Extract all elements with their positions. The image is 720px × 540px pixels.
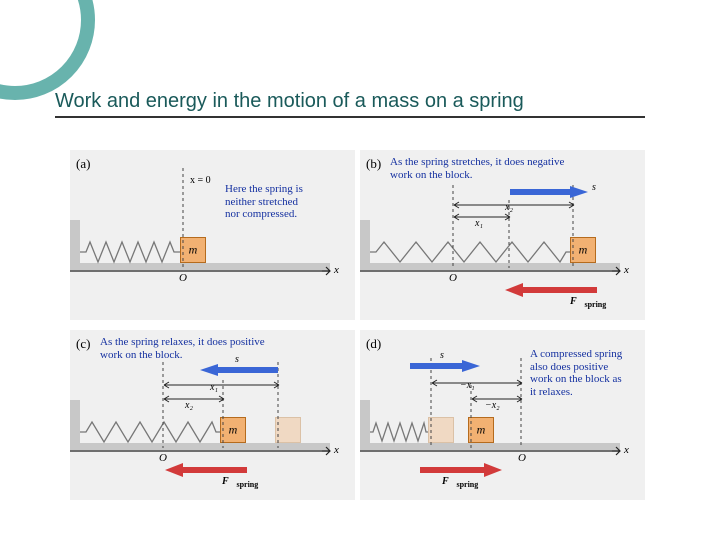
slide-title: Work and energy in the motion of a mass … — [55, 90, 524, 113]
origin-label: O — [449, 272, 457, 284]
panel-b: (b) As the spring stretches, it does neg… — [360, 150, 645, 320]
spring-icon — [80, 420, 220, 443]
panel-d: (d) A compressed spring also does positi… — [360, 330, 645, 500]
dash-line — [182, 168, 184, 268]
s-arrow-icon — [410, 360, 480, 372]
surface — [360, 443, 620, 450]
dash-line — [162, 362, 164, 448]
f-label: F⃗spring — [222, 476, 258, 489]
panel-label: (d) — [366, 336, 381, 352]
dim-x1 — [164, 380, 279, 390]
s-label: s⃗ — [235, 354, 247, 365]
x0-label: x = 0 — [190, 175, 211, 186]
x2-label: x₂ — [185, 400, 193, 411]
origin-label: O — [518, 452, 526, 464]
origin-label: O — [179, 272, 187, 284]
axis-arrow-icon — [322, 266, 334, 276]
x2-label: −x₂ — [485, 400, 500, 411]
dash-line — [222, 380, 224, 448]
x-axis — [360, 270, 620, 272]
panel-a: (a) m x = 0 O x Here the spring is neith… — [70, 150, 355, 320]
spring-icon — [80, 240, 180, 263]
panel-label: (b) — [366, 156, 381, 172]
surface — [360, 263, 620, 270]
spring-icon — [370, 240, 570, 263]
f-arrow-icon — [420, 463, 502, 477]
f-arrow-icon — [505, 283, 597, 297]
dim-x2 — [454, 200, 574, 210]
s-arrow-icon — [200, 364, 280, 376]
x-axis — [360, 450, 620, 452]
x2-label: x₂ — [505, 202, 513, 213]
surface — [70, 443, 330, 450]
surface — [70, 263, 330, 270]
spring-icon — [370, 422, 428, 443]
f-label: F⃗spring — [570, 296, 606, 309]
decorative-ring — [0, 0, 95, 100]
dim-x2 — [164, 394, 224, 404]
caption: A compressed spring also does positive w… — [530, 348, 622, 399]
panel-label: (c) — [76, 336, 90, 352]
x1-label: x₁ — [210, 382, 218, 393]
dash-line — [452, 185, 454, 268]
s-label: s⃗ — [592, 182, 604, 193]
x1-label: x₁ — [475, 218, 483, 229]
axis-arrow-icon — [612, 266, 624, 276]
title-underline — [55, 116, 645, 118]
panel-c: (c) As the spring relaxes, it does posit… — [70, 330, 355, 500]
f-label: F⃗spring — [442, 476, 478, 489]
s-label: s⃗ — [440, 350, 452, 361]
axis-label: x — [624, 444, 629, 456]
axis-arrow-icon — [612, 446, 624, 456]
x-axis — [70, 270, 330, 272]
panel-label: (a) — [76, 156, 90, 172]
s-arrow-icon — [510, 186, 590, 198]
caption: As the spring stretches, it does negativ… — [390, 156, 564, 181]
caption: Here the spring is neither stretched nor… — [225, 183, 303, 221]
dim-x1 — [432, 378, 522, 388]
x1-label: −x₁ — [460, 380, 475, 391]
f-arrow-icon — [165, 463, 247, 477]
axis-label: x — [624, 264, 629, 276]
diagram-grid: (a) m x = 0 O x Here the spring is neith… — [70, 150, 645, 500]
axis-label: x — [334, 444, 339, 456]
x-axis — [70, 450, 330, 452]
axis-arrow-icon — [322, 446, 334, 456]
axis-label: x — [334, 264, 339, 276]
